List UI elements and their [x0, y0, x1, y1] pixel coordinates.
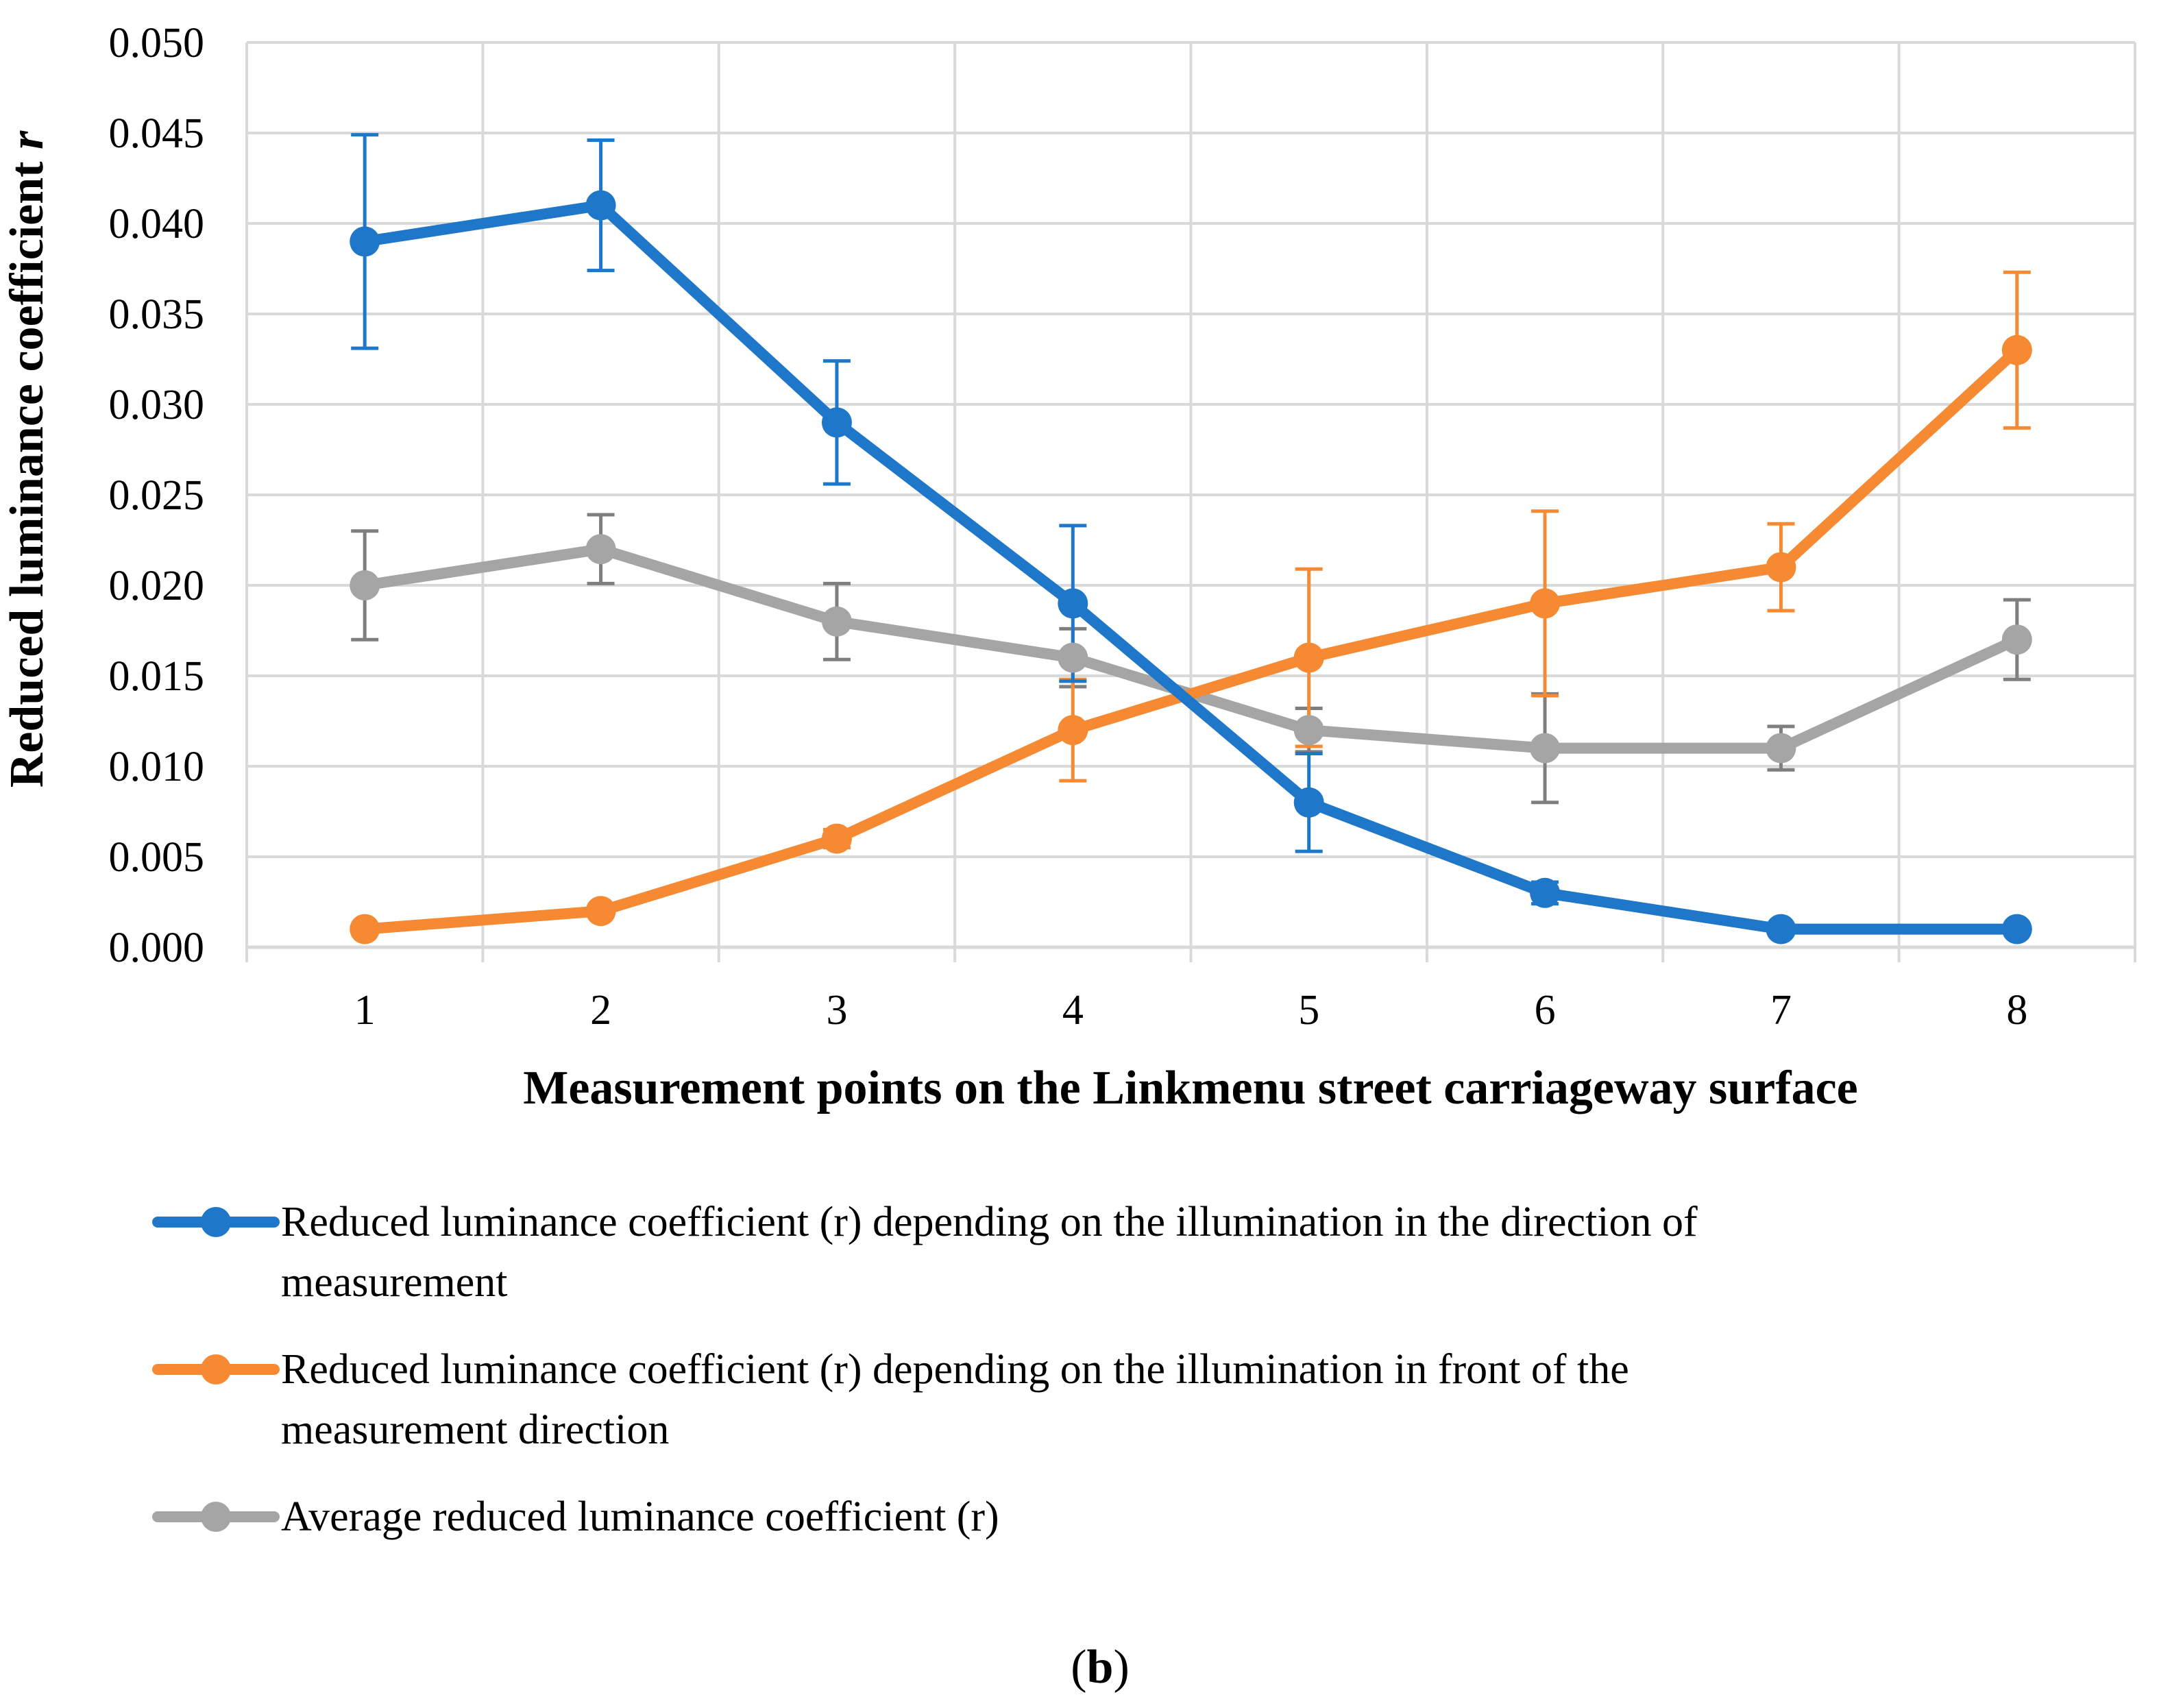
data-point-s1-p4: [1058, 588, 1088, 619]
x-tick-labels: 1 2 3 4 5 6 7 8: [354, 987, 2028, 1034]
x-tick-label: 8: [2006, 987, 2027, 1034]
legend-marker-2: [201, 1354, 231, 1384]
y-tick-label: 0.010: [109, 744, 205, 790]
series-line-2: [359, 344, 2023, 935]
y-tick-label: 0.015: [109, 653, 205, 700]
data-point-s3-p4: [1058, 642, 1088, 673]
data-point-s2-p3: [821, 823, 852, 854]
data-point-s3-p3: [821, 606, 852, 637]
data-point-s3-p6: [1530, 733, 1561, 764]
data-points: [350, 190, 2032, 944]
data-point-s2-p4: [1058, 715, 1088, 746]
legend-label-2: measurement direction: [281, 1406, 669, 1453]
data-point-s2-p5: [1293, 642, 1324, 673]
x-tick-label: 7: [1770, 987, 1792, 1034]
x-tick-label: 4: [1062, 987, 1084, 1034]
series-lines: [359, 199, 2023, 935]
x-tick-label: 6: [1535, 987, 1556, 1034]
grid-lines: [245, 41, 2136, 962]
y-tick-label: 0.035: [109, 291, 205, 338]
data-point-s1-p1: [350, 226, 380, 257]
legend-label-1: measurement: [281, 1259, 508, 1306]
data-point-s1-p8: [2001, 914, 2032, 944]
data-point-s3-p2: [585, 534, 616, 565]
data-point-s2-p6: [1530, 588, 1561, 619]
y-axis-title: Reduced luminance coefficient r: [1, 130, 53, 788]
x-tick-label: 3: [826, 987, 847, 1034]
legend-label-1: Reduced luminance coefficient (r) depend…: [281, 1199, 1698, 1245]
y-tick-label: 0.045: [109, 110, 205, 157]
data-point-s2-p7: [1766, 552, 1796, 583]
x-tick-label: 1: [354, 987, 376, 1034]
data-point-s1-p2: [585, 190, 616, 221]
x-tick-label: 5: [1298, 987, 1319, 1034]
legend: Reduced luminance coefficient (r) depend…: [152, 1199, 1698, 1540]
y-tick-labels: 0.000 0.005 0.010 0.015 0.020 0.025 0.030 0.035…: [109, 20, 205, 971]
figure-caption: (b): [1071, 1641, 1130, 1694]
y-tick-label: 0.030: [109, 382, 205, 428]
data-point-s2-p1: [350, 914, 380, 944]
data-point-s1-p5: [1293, 787, 1324, 818]
data-point-s3-p8: [2001, 624, 2032, 655]
y-tick-label: 0.025: [109, 472, 205, 519]
y-tick-label: 0.040: [109, 201, 205, 247]
x-axis-title: Measurement points on the Linkmenu stree…: [523, 1062, 1857, 1114]
y-tick-label: 0.050: [109, 20, 205, 66]
series-line-1: [359, 199, 2023, 935]
legend-marker-1: [201, 1207, 231, 1237]
legend-entry-1: Reduced luminance coefficient (r) depend…: [152, 1199, 1698, 1306]
data-point-s2-p8: [2001, 334, 2032, 365]
legend-label-3: Average reduced luminance coefficient (r…: [281, 1493, 999, 1540]
data-point-s1-p7: [1766, 914, 1796, 944]
data-point-s1-p6: [1530, 877, 1561, 908]
legend-entry-3: Average reduced luminance coefficient (r…: [152, 1493, 999, 1540]
y-tick-label: 0.005: [109, 834, 205, 881]
y-tick-label: 0.000: [109, 925, 205, 971]
y-tick-label: 0.020: [109, 563, 205, 609]
data-point-s1-p3: [821, 407, 852, 438]
data-point-s3-p5: [1293, 715, 1324, 746]
legend-label-2: Reduced luminance coefficient (r) depend…: [281, 1346, 1629, 1393]
legend-marker-3: [201, 1502, 231, 1532]
data-point-s2-p2: [585, 896, 616, 927]
data-point-s3-p1: [350, 570, 380, 600]
data-point-s3-p7: [1766, 733, 1796, 764]
x-tick-label: 2: [590, 987, 611, 1034]
legend-entry-2: Reduced luminance coefficient (r) depend…: [152, 1346, 1629, 1453]
